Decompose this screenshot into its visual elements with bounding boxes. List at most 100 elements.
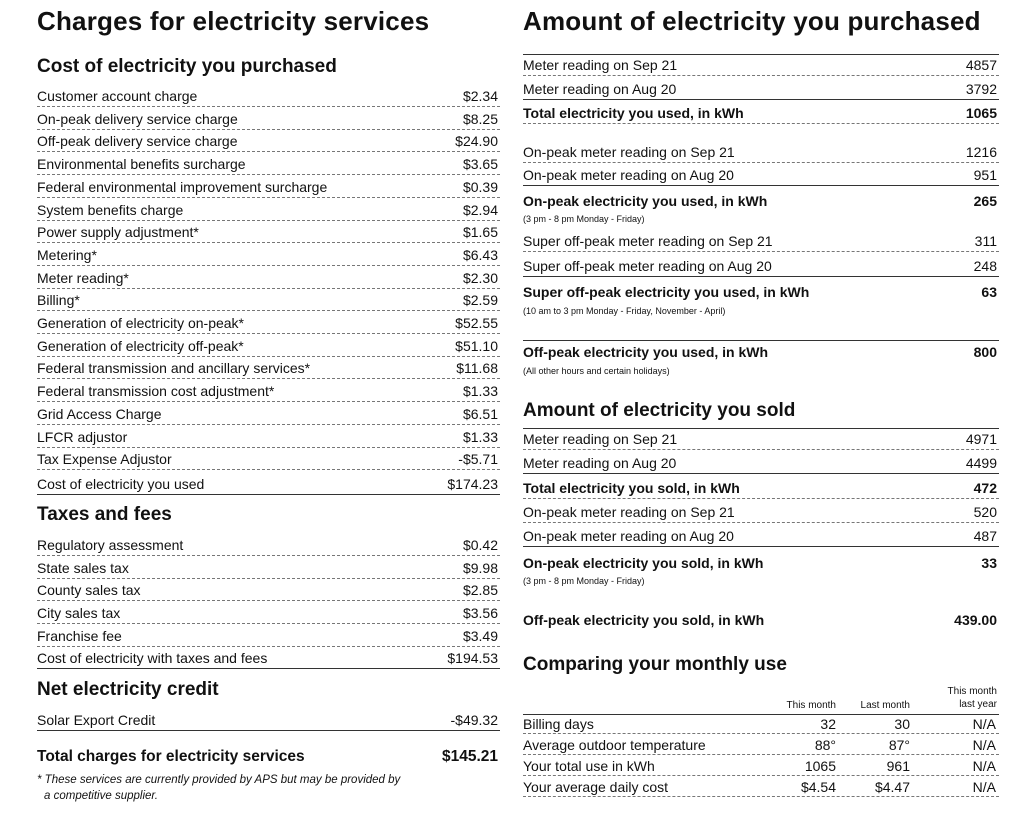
total-sold-row: Total electricity you sold, in kWh 472 (523, 477, 999, 499)
cost-item-row-label: Metering* (37, 246, 97, 263)
tax-item-row: Franchise fee $3.49 (37, 625, 500, 647)
grand-total-value: $145.21 (441, 748, 498, 765)
cost-item-row: Federal transmission cost adjustment* $1.… (37, 380, 500, 403)
cost-item-row-label: Billing* (37, 292, 80, 309)
compare-row-label: Average outdoor temperature (523, 737, 706, 753)
superoff-hours-note: (10 am to 3 pm Monday - Friday, November… (523, 306, 726, 316)
credit-label: Solar Export Credit (37, 712, 156, 728)
compare-heading: Comparing your monthly use (523, 654, 787, 675)
compare-row-label: Billing days (523, 716, 594, 732)
compare-last-month: 30 (894, 716, 910, 732)
cost-heading: Cost of electricity you purchased (37, 56, 337, 77)
cost-item-row-label: System benefits charge (37, 201, 184, 218)
tax-item-row-label: City sales tax (37, 605, 121, 622)
cost-item-row-label: Tax Expense Adjustor (37, 451, 172, 468)
onpeak-meter-row-value: 951 (973, 167, 997, 183)
cost-item-row-label: On-peak delivery service charge (37, 110, 238, 127)
tax-item-row: City sales tax $3.56 (37, 602, 500, 625)
cost-item-row: Generation of electricity on-peak* $52.55 (37, 312, 500, 334)
tax-total-label: Cost of electricity with taxes and fees (37, 650, 268, 666)
onpeak-meter-row-label: On-peak meter reading on Aug 20 (523, 167, 734, 183)
cost-item-row-value: $8.25 (462, 110, 498, 127)
superoff-meter-row: Super off-peak meter reading on Aug 20 24… (523, 255, 999, 277)
compare-last-month: 961 (886, 758, 910, 774)
credit-heading: Net electricity credit (37, 679, 219, 700)
total-used-row-label: Total electricity you used, in kWh (523, 105, 744, 121)
footnote-line-1: * These services are currently provided … (37, 774, 401, 786)
sold-meter-row: Meter reading on Aug 20 4499 (523, 452, 999, 474)
onpeak-used-row-label: On-peak electricity you used, in kWh (523, 193, 768, 209)
cost-item-row: Tax Expense Adjustor -$5.71 (37, 448, 500, 471)
onpeak-meter-row-label: On-peak meter reading on Sep 21 (523, 144, 735, 160)
sold-meter-row-value: 4499 (965, 455, 997, 471)
superoff-meter-row-value: 248 (973, 258, 997, 274)
tax-item-row-label: Franchise fee (37, 627, 122, 644)
compare-last-month: $4.47 (874, 779, 910, 795)
cost-item-row-label: Generation of electricity off-peak* (37, 337, 244, 354)
sold-onpeak-row-label: On-peak electricity you sold, in kWh (523, 555, 764, 571)
compare-this-month: 32 (820, 716, 836, 732)
sold-offpeak-row-value: 439.00 (954, 612, 997, 628)
cost-item-row-label: Power supply adjustment* (37, 224, 199, 241)
cost-item-row-label: Off-peak delivery service charge (37, 133, 238, 150)
cost-item-row-label: Meter reading* (37, 269, 129, 286)
cost-item-row: Federal transmission and ancillary servi… (37, 357, 500, 380)
superoff-used-row: Super off-peak electricity you used, in … (523, 280, 999, 302)
sold-offpeak-row-label: Off-peak electricity you sold, in kWh (523, 612, 765, 628)
offpeak-used-row-value: 800 (973, 344, 997, 360)
compare-last-year: N/A (972, 716, 996, 732)
sold-meter-row: Meter reading on Sep 21 4971 (523, 428, 999, 450)
onpeak-meter-row: On-peak meter reading on Aug 20 951 (523, 164, 999, 186)
superoff-used-row-value: 63 (981, 284, 997, 300)
cost-item-row-value: $2.94 (462, 201, 498, 218)
cost-item-row: Power supply adjustment* $1.65 (37, 221, 500, 244)
total-sold-row-value: 472 (973, 480, 997, 496)
sold-onpeak-meter-row-label: On-peak meter reading on Aug 20 (523, 528, 734, 544)
cost-total-row: Cost of electricity you used $174.23 (37, 473, 500, 495)
compare-this-month: $4.54 (800, 779, 836, 795)
compare-row: Your total use in kWh 1065 961 N/A (523, 756, 999, 776)
tax-item-row-value: $9.98 (462, 559, 498, 576)
cost-item-row-value: -$5.71 (458, 451, 498, 468)
footnote: * These services are currently provided … (37, 772, 400, 804)
onpeak-hours-note: (3 pm - 8 pm Monday - Friday) (523, 214, 645, 224)
tax-item-row-value: $2.85 (462, 582, 498, 599)
onpeak-meter-row-value: 1216 (965, 144, 997, 160)
tax-total-value: $194.53 (447, 650, 498, 666)
tax-item-row: Regulatory assessment $0.42 (37, 534, 500, 556)
credit-value: -$49.32 (450, 712, 498, 728)
compare-header-last-year-line-1: This month (947, 686, 997, 697)
sold-onpeak-row: On-peak electricity you sold, in kWh 33 (523, 551, 999, 573)
footnote-line-2: a competitive supplier. (44, 790, 158, 802)
cost-item-row: On-peak delivery service charge $8.25 (37, 108, 500, 130)
superoff-meter-row-label: Super off-peak meter reading on Aug 20 (523, 258, 772, 274)
compare-last-year: N/A (972, 779, 996, 795)
compare-row-label: Your total use in kWh (523, 758, 655, 774)
sold-onpeak-meter-row: On-peak meter reading on Aug 20 487 (523, 525, 999, 547)
tax-item-row-label: County sales tax (37, 582, 141, 599)
cost-item-row-value: $11.68 (456, 360, 498, 377)
compare-this-month: 1065 (804, 758, 836, 774)
sold-meter-row-value: 4971 (965, 431, 997, 447)
tax-item-row: State sales tax $9.98 (37, 557, 500, 579)
cost-item-row: Grid Access Charge $6.51 (37, 403, 500, 425)
offpeak-used-row-label: Off-peak electricity you used, in kWh (523, 344, 769, 360)
cost-item-row: Metering* $6.43 (37, 244, 500, 266)
compare-row: Billing days 32 30 N/A (523, 714, 999, 734)
cost-total-label: Cost of electricity you used (37, 476, 205, 492)
total-used-row-value: 1065 (965, 105, 997, 121)
charges-title: Charges for electricity services (37, 6, 430, 36)
tax-item-row-value: $3.56 (462, 605, 498, 622)
cost-item-row-label: Federal transmission cost adjustment* (37, 383, 275, 400)
cost-total-value: $174.23 (447, 476, 498, 492)
superoff-meter-row-label: Super off-peak meter reading on Sep 21 (523, 233, 773, 249)
cost-item-row-label: Generation of electricity on-peak* (37, 315, 244, 331)
sold-meter-row-label: Meter reading on Aug 20 (523, 455, 677, 471)
cost-item-row-value: $2.34 (462, 88, 498, 104)
cost-item-row: Customer account charge $2.34 (37, 85, 500, 107)
total-sold-row-label: Total electricity you sold, in kWh (523, 480, 740, 496)
sold-onpeak-meter-row-value: 487 (973, 528, 997, 544)
cost-item-row-value: $0.39 (462, 178, 498, 195)
purchased-title: Amount of electricity you purchased (523, 6, 981, 36)
cost-item-row: LFCR adjustor $1.33 (37, 426, 500, 448)
